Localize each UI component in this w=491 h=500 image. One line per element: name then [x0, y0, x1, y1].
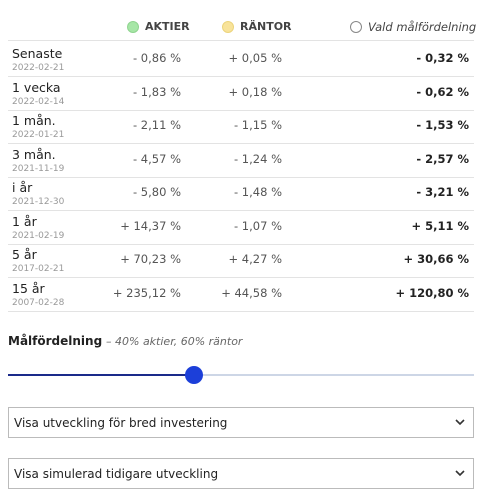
vald-cell: - 0,32 %: [416, 51, 469, 65]
row-label: 1 vecka: [12, 79, 61, 95]
row-divider: [8, 176, 474, 178]
row-label: 5 år: [12, 247, 37, 262]
row-date: 2021-11-19: [12, 163, 65, 174]
divider: [8, 40, 474, 41]
vald-cell: + 30,66 %: [403, 252, 469, 266]
select-text: Visa simulerad tidigare utveckling: [14, 466, 219, 481]
aktier-cell: - 4,57 %: [133, 151, 181, 166]
table-row: 1 år 2021-02-19 + 14,37 % - 1,07 % + 5,11 %: [0, 212, 491, 245]
row-date: 2017-02-21: [12, 264, 65, 274]
row-date: 2022-02-14: [12, 96, 65, 107]
row-label: Senaste: [12, 46, 63, 61]
row-divider: [8, 76, 474, 77]
vald-cell: - 0,62 %: [416, 84, 469, 99]
rantor-cell: - 1,07 %: [234, 218, 282, 233]
table-row: Senaste 2022-02-21 - 0,86 % + 0,05 % - 0,32 …: [0, 44, 491, 77]
row-date: 2021-12-30: [12, 197, 65, 207]
table-row: 5 år 2017-02-21 + 70,23 % + 4,27 % + 30,66 %: [0, 245, 491, 278]
rantor-cell: - 1,15 %: [234, 118, 282, 132]
row-divider: [8, 210, 474, 211]
select[interactable]: Visa simulerad tidigare utveckling: [8, 458, 474, 489]
rantor-cell: + 4,27 %: [228, 252, 282, 266]
rantor-cell: + 44,58 %: [221, 285, 282, 300]
rantor-cell: - 1,48 %: [234, 185, 282, 199]
table-row: i år 2021-12-30 - 5,80 % - 1,48 % - 3,21 %: [0, 178, 491, 211]
aktier-cell: - 5,80 %: [133, 185, 181, 199]
row-date: 2007-02-28: [12, 297, 65, 308]
vald-cell: + 5,11 %: [411, 218, 469, 233]
row-label: 1 år: [12, 213, 37, 229]
header-aktier: AKTIER: [127, 20, 190, 33]
table-row: 15 år 2007-02-28 + 235,12 % + 44,58 % + 120,…: [0, 279, 491, 312]
aktier-dot: [127, 20, 139, 33]
rantor-dot: [222, 20, 234, 33]
select-text: Visa utveckling för bred investering: [14, 415, 228, 430]
row-divider: [8, 143, 474, 144]
table-row: 3 mån. 2021-11-19 - 4,57 % - 1,24 % - 2,57 %: [0, 145, 491, 178]
vald-cell: + 120,80 %: [395, 285, 469, 300]
chevron: [455, 419, 465, 426]
row-divider: [8, 109, 474, 111]
rantor-cell: + 0,05 %: [228, 51, 282, 65]
slider-subtitle: – 40% aktier, 60% räntor: [106, 335, 243, 348]
header-text: AKTIER: [145, 20, 190, 33]
aktier-cell: - 2,11 %: [133, 118, 181, 132]
header-text: RÄNTOR: [240, 20, 292, 33]
select[interactable]: Visa utveckling för bred investering: [8, 407, 474, 438]
slider-title: Målfördelning – 40% aktier, 60% räntor: [8, 334, 242, 348]
table-row: 1 vecka 2022-02-14 - 1,83 % + 0,18 % - 0,62 …: [0, 78, 491, 111]
rantor-cell: - 1,24 %: [234, 151, 282, 166]
vald-cell: - 3,21 %: [416, 185, 469, 199]
chevron: [455, 470, 465, 477]
header-vald: Vald målfördelning: [350, 20, 476, 34]
slider-track[interactable]: [194, 374, 474, 376]
vald-cell: - 1,53 %: [416, 118, 469, 132]
aktier-cell: - 1,83 %: [133, 84, 181, 99]
aktier-cell: - 0,86 %: [133, 51, 181, 65]
slider-knob[interactable]: [185, 366, 203, 384]
row-label: 15 år: [12, 280, 45, 296]
vald-dot: [350, 21, 362, 33]
aktier-cell: + 235,12 %: [112, 285, 181, 300]
slider-fill: [8, 374, 194, 376]
table-row: 1 mån. 2022-01-21 - 2,11 % - 1,15 % - 1,53 %: [0, 111, 491, 144]
row-date: 2022-02-21: [12, 63, 65, 73]
slider-label: Målfördelning: [8, 334, 103, 348]
vald-cell: - 2,57 %: [416, 151, 469, 166]
row-label: 1 mån.: [12, 113, 56, 128]
row-divider: [8, 243, 474, 245]
rantor-cell: + 0,18 %: [228, 84, 282, 99]
header-rantor: RÄNTOR: [222, 20, 292, 33]
aktier-cell: + 70,23 %: [120, 252, 181, 266]
row-divider: [8, 310, 474, 312]
header-text: Vald målfördelning: [368, 20, 477, 34]
row-date: 2022-01-21: [12, 130, 65, 140]
row-label: i år: [12, 180, 33, 195]
aktier-cell: + 14,37 %: [120, 218, 181, 233]
row-divider: [8, 277, 474, 278]
row-label: 3 mån.: [12, 146, 56, 162]
row-date: 2021-02-19: [12, 230, 65, 241]
